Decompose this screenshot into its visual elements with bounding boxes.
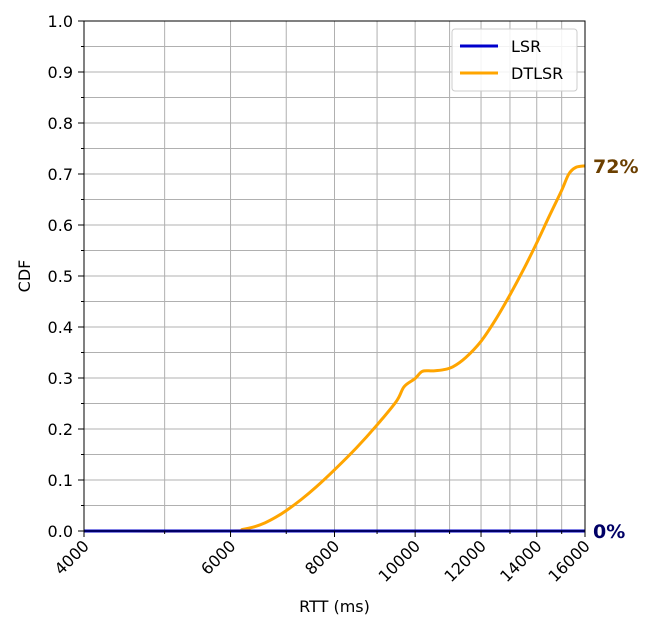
- x-axis-title: RTT (ms): [299, 597, 370, 616]
- y-tick-label: 0.3: [48, 369, 73, 388]
- y-tick-label: 0.1: [48, 471, 73, 490]
- y-tick-label: 0.9: [48, 63, 73, 82]
- x-tick-label: 14000: [496, 536, 545, 585]
- axis-ticks: [78, 20, 586, 537]
- end-label-dtlsr: 72%: [593, 156, 638, 178]
- y-tick-label: 0.0: [48, 522, 73, 541]
- grid: [83, 20, 586, 532]
- legend-label-lsr: LSR: [511, 37, 541, 56]
- x-tick-label: 4000: [51, 536, 93, 578]
- y-tick-label: 0.4: [48, 318, 73, 337]
- y-tick-label: 0.8: [48, 114, 73, 133]
- y-tick-label: 0.2: [48, 420, 73, 439]
- y-tick-label: 0.5: [48, 267, 73, 286]
- legend: LSR DTLSR: [451, 28, 578, 92]
- x-tick-label: 12000: [440, 536, 489, 585]
- x-tick-label: 10000: [375, 536, 424, 585]
- y-axis-title: CDF: [15, 260, 34, 293]
- legend-label-dtlsr: DTLSR: [511, 64, 563, 83]
- y-tick-label: 1.0: [48, 12, 73, 31]
- series-line-dtlsr: [83, 164, 586, 533]
- x-tick-label: 8000: [301, 536, 343, 578]
- x-tick-label: 6000: [197, 536, 239, 578]
- x-tick-label: 16000: [544, 536, 593, 585]
- y-tick-label: 0.6: [48, 216, 73, 235]
- y-tick-label: 0.7: [48, 165, 73, 184]
- end-label-lsr: 0%: [593, 521, 625, 543]
